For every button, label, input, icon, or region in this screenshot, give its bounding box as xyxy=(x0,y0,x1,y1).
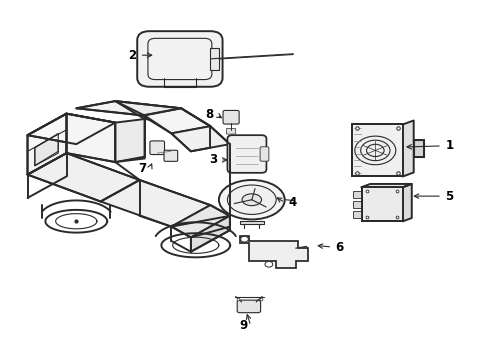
Polygon shape xyxy=(239,235,307,268)
Text: 5: 5 xyxy=(444,190,452,203)
Polygon shape xyxy=(352,211,361,218)
Polygon shape xyxy=(76,101,181,116)
Polygon shape xyxy=(351,125,402,176)
Text: 2: 2 xyxy=(128,49,136,62)
Ellipse shape xyxy=(227,185,276,215)
Polygon shape xyxy=(413,140,424,157)
Polygon shape xyxy=(35,134,58,166)
Circle shape xyxy=(240,236,248,242)
Text: 1: 1 xyxy=(444,139,452,152)
Polygon shape xyxy=(115,119,144,162)
Polygon shape xyxy=(402,121,413,176)
FancyBboxPatch shape xyxy=(137,31,222,87)
FancyBboxPatch shape xyxy=(226,129,235,134)
Polygon shape xyxy=(27,153,140,202)
FancyBboxPatch shape xyxy=(227,135,266,173)
Text: 9: 9 xyxy=(239,319,247,332)
Polygon shape xyxy=(239,221,264,224)
Circle shape xyxy=(264,261,272,267)
Text: 7: 7 xyxy=(138,162,146,175)
Polygon shape xyxy=(115,101,210,126)
Text: 6: 6 xyxy=(335,240,343,253)
Text: 8: 8 xyxy=(205,108,213,121)
Polygon shape xyxy=(190,216,229,252)
Polygon shape xyxy=(101,180,210,226)
FancyBboxPatch shape xyxy=(150,141,164,154)
Polygon shape xyxy=(171,205,229,237)
Text: 4: 4 xyxy=(287,196,296,209)
Polygon shape xyxy=(361,184,411,187)
Ellipse shape xyxy=(242,194,261,206)
Text: 3: 3 xyxy=(208,153,216,166)
Polygon shape xyxy=(27,114,66,175)
FancyBboxPatch shape xyxy=(260,147,268,161)
Polygon shape xyxy=(27,114,115,144)
Polygon shape xyxy=(402,184,411,221)
Polygon shape xyxy=(352,201,361,208)
Polygon shape xyxy=(210,48,219,70)
Polygon shape xyxy=(142,108,210,134)
Polygon shape xyxy=(361,187,402,221)
FancyBboxPatch shape xyxy=(237,300,260,313)
Ellipse shape xyxy=(219,180,284,220)
Polygon shape xyxy=(66,114,115,162)
FancyBboxPatch shape xyxy=(223,111,239,124)
Polygon shape xyxy=(171,126,229,151)
FancyBboxPatch shape xyxy=(163,150,177,161)
Polygon shape xyxy=(352,192,361,198)
